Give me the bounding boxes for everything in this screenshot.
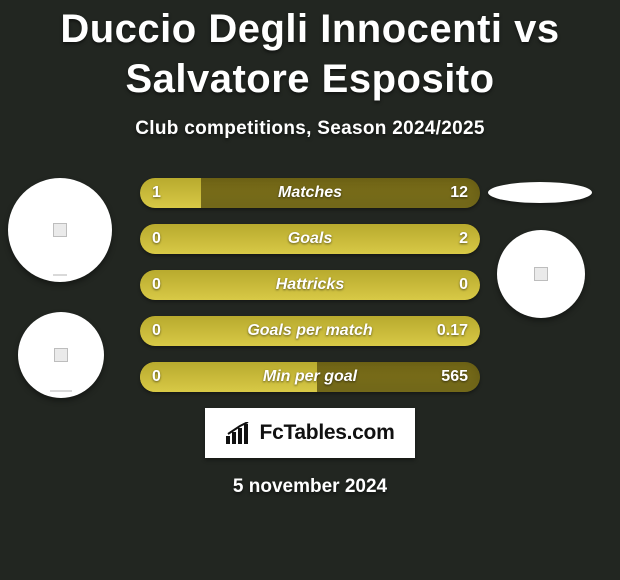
bar-right-value: 2 xyxy=(459,224,468,254)
placeholder-icon xyxy=(54,348,68,362)
stat-bars: Matches112Goals02Hattricks00Goals per ma… xyxy=(140,178,480,392)
bars-icon xyxy=(226,422,254,444)
placeholder-icon xyxy=(534,267,548,281)
bar-right-value: 12 xyxy=(450,178,468,208)
player1-avatar-large xyxy=(8,178,112,282)
bar-right-value: 0 xyxy=(459,270,468,300)
decor-oval xyxy=(488,182,592,203)
bar-metric-label: Matches xyxy=(140,178,480,208)
avatar-underline xyxy=(50,390,72,392)
stat-bar-min-per-goal: Min per goal0 565 xyxy=(140,362,480,392)
source-logo: FcTables.com xyxy=(205,408,415,458)
logo-text: FcTables.com xyxy=(260,421,395,445)
bar-left-value: 0 xyxy=(152,362,161,392)
stat-bar-goals-per-match: Goals per match0 0.17 xyxy=(140,316,480,346)
bar-right-value: 565 xyxy=(441,362,468,392)
stat-bar-goals: Goals0 2 xyxy=(140,224,480,254)
bar-metric-label: Goals xyxy=(140,224,480,254)
avatar-underline xyxy=(53,274,67,276)
bar-right-value: 0.17 xyxy=(437,316,468,346)
bar-metric-label: Hattricks xyxy=(140,270,480,300)
bar-left-value: 0 xyxy=(152,270,161,300)
bar-metric-label: Goals per match xyxy=(140,316,480,346)
placeholder-icon xyxy=(53,223,67,237)
bar-left-value: 0 xyxy=(152,224,161,254)
player1-avatar-small xyxy=(18,312,104,398)
page-title: Duccio Degli Innocenti vs Salvatore Espo… xyxy=(0,0,620,104)
player2-avatar xyxy=(497,230,585,318)
bar-left-value: 0 xyxy=(152,316,161,346)
stat-bar-hattricks: Hattricks0 0 xyxy=(140,270,480,300)
bar-metric-label: Min per goal xyxy=(140,362,480,392)
bar-left-value: 1 xyxy=(152,178,161,208)
stat-bar-matches: Matches1 12 xyxy=(140,178,480,208)
date-text: 5 november 2024 xyxy=(0,476,620,498)
subtitle: Club competitions, Season 2024/2025 xyxy=(0,118,620,140)
comparison-content: Matches112Goals02Hattricks00Goals per ma… xyxy=(0,178,620,498)
